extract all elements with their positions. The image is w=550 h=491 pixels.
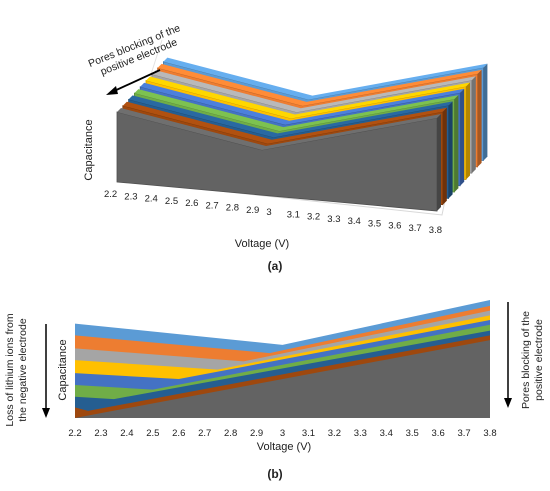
panel-a-ribbon-side-1: [483, 63, 488, 161]
panel-b-x-ticks: 2.2 2.3 2.4 2.5 2.6 2.7 2.8 2.9 3 3.1 3.2 3.3 3.4 3.5…: [68, 428, 496, 439]
panel-b-x-tick-label: 3.8: [483, 428, 496, 439]
panel-a-x-tick-label: 3.1: [287, 209, 300, 220]
panel-a-x-tick-label: 3.5: [368, 218, 381, 229]
panel-b-x-tick-label: 3.5: [406, 428, 419, 439]
panel-b-caption: (b): [267, 467, 282, 481]
panel-a-x-tick-label: 2.4: [145, 194, 158, 205]
panel-b-x-tick-label: 3.2: [328, 428, 341, 439]
panel-b-area-9: [75, 340, 490, 418]
panel-b-x-axis-label: Voltage (V): [257, 441, 311, 453]
panel-b-left-arrow: [42, 324, 50, 418]
panel-b-right-annotation-line-1: Pores blocking of the: [520, 311, 532, 409]
panel-a-ribbon-side-7: [448, 101, 453, 199]
panel-a-chart: 2.2 2.3 2.4 2.5 2.6 2.7 2.8 2.9 3 3.1 3.2 3.3 3.4 3.5…: [83, 22, 488, 273]
panel-b-x-tick-label: 3.3: [354, 428, 367, 439]
panel-a-x-axis-label: Voltage (V): [235, 238, 289, 250]
panel-a-x-tick-label: 2.3: [124, 191, 137, 202]
panel-a-x-tick-label: 2.2: [104, 189, 117, 200]
panel-a-x-tick-label: 2.5: [165, 196, 178, 207]
panel-b-x-tick-label: 2.2: [68, 428, 81, 439]
panel-a-ribbon-top-6: [134, 89, 459, 132]
panel-a-ribbon-side-5: [460, 88, 465, 186]
panel-b-right-annotation-line-2: positive electrode: [533, 319, 545, 401]
panel-a-x-ticks: 2.2 2.3 2.4 2.5 2.6 2.7 2.8 2.9 3 3.1 3.2 3.3 3.4 3.5…: [104, 189, 442, 236]
panel-b-x-tick-label: 2.7: [198, 428, 211, 439]
panel-a-ribbon-side-9: [437, 114, 441, 211]
panel-a-x-tick-label: 2.9: [246, 205, 259, 216]
panel-b-x-tick-label: 2.3: [94, 428, 107, 439]
panel-b-right-annotation: Pores blocking of the positive electrode: [520, 311, 545, 409]
panel-a-x-tick-label: 3.6: [388, 221, 401, 232]
panel-b-left-annotation-line-2: the negative electrode: [17, 318, 29, 421]
panel-a-x-tick-label: 3.7: [409, 223, 422, 234]
panel-a-x-tick-label: 2.6: [185, 198, 198, 209]
panel-a-x-tick-label: 2.7: [206, 200, 219, 211]
panel-a-ribbon-top-9: [117, 108, 441, 150]
panel-a-ribbon-top-7: [128, 95, 453, 138]
panel-a-ribbon-top-5: [140, 82, 465, 125]
panel-b-right-arrow: [504, 302, 512, 408]
panel-b-x-tick-label: 2.9: [250, 428, 263, 439]
panel-a-ribbon-top-1: [163, 57, 488, 100]
panel-a-ribbon-top-8: [122, 101, 447, 144]
panel-a-ribbon-top-2: [157, 63, 482, 106]
panel-a-ribbon-side-3: [471, 76, 476, 174]
panel-b-left-annotation-line-1: Loss of lithium ions from: [4, 313, 16, 426]
panel-a-ribbon-side-2: [477, 69, 482, 167]
panel-b-x-tick-label: 2.4: [120, 428, 133, 439]
panel-a-x-tick-label: 3: [266, 207, 271, 218]
panel-a-x-tick-label: 2.8: [226, 203, 239, 214]
panel-b-x-tick-label: 2.8: [224, 428, 237, 439]
panel-b-x-tick-label: 3.4: [380, 428, 393, 439]
panel-a-caption: (a): [268, 259, 283, 273]
panel-b-chart: 2.2 2.3 2.4 2.5 2.6 2.7 2.8 2.9 3 3.1 3.2 3.3 3.4 3.5…: [4, 288, 545, 481]
panel-a-annotation-arrow: [106, 69, 161, 95]
panel-b-x-tick-label: 3.7: [457, 428, 470, 439]
panel-a-x-tick-label: 3.4: [348, 216, 361, 227]
panel-a-y-axis-label: Capacitance: [83, 119, 95, 180]
panel-b-x-tick-label: 2.5: [146, 428, 159, 439]
panel-a-ribbon-side-4: [466, 82, 470, 180]
panel-b-x-tick-label: 3.1: [302, 428, 315, 439]
panel-a-x-tick-label: 3.8: [429, 225, 442, 236]
panel-a-x-tick-label: 3.2: [307, 212, 320, 223]
panel-a-ribbons: [116, 57, 488, 212]
panel-a-x-tick-label: 3.3: [327, 214, 340, 225]
panel-a-ribbon-side-8: [442, 107, 447, 205]
panel-b-x-tick-label: 2.6: [172, 428, 185, 439]
panel-b-x-tick-label: 3: [280, 428, 285, 439]
panel-a-ribbon-top-4: [146, 76, 470, 119]
panel-a-ribbon-top-3: [151, 70, 476, 113]
panel-b-y-axis-label: Capacitance: [57, 339, 69, 400]
panel-b-areas: [75, 300, 490, 418]
panel-a-ribbon-side-6: [454, 95, 459, 193]
panel-b-x-tick-label: 3.6: [432, 428, 445, 439]
panel-b-left-annotation: Loss of lithium ions from the negative e…: [4, 313, 29, 426]
